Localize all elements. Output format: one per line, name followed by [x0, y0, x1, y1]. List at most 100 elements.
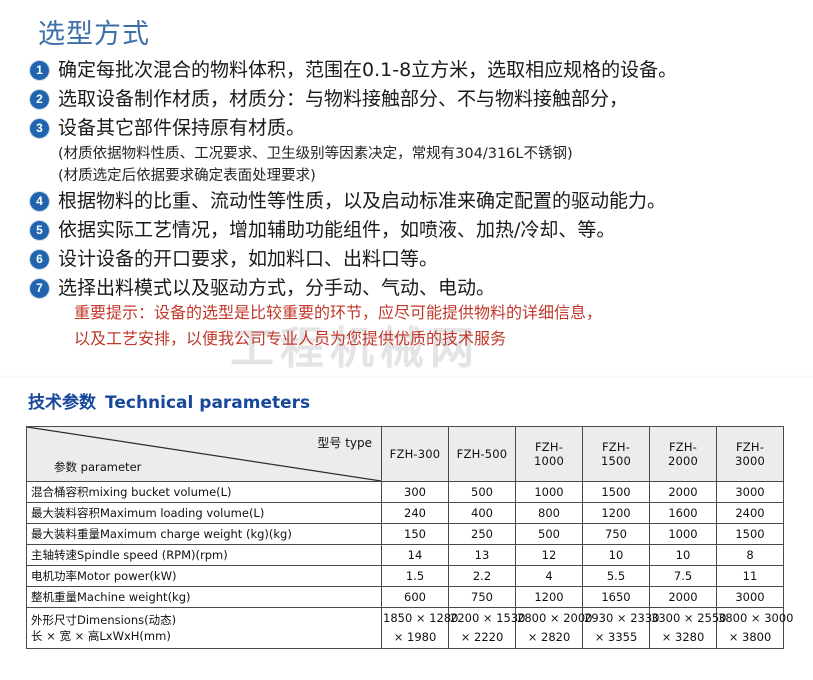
dimension-value-line1: 2930 × 2330 [584, 611, 660, 625]
row-value: 8 [716, 544, 784, 566]
row-value-dimensions: 2200 × 1530 × 2220 [448, 607, 526, 649]
step-number-badge: 1 [30, 61, 49, 80]
table-row: 主轴转速Spindle speed (RPM)(rpm) 14 13 12 10… [26, 544, 784, 566]
dimension-value-line2: × 1980 [393, 630, 437, 644]
row-label: 混合桶容积mixing bucket volume(L) [26, 481, 382, 503]
step-number-badge: 3 [30, 119, 49, 138]
row-label: 主轴转速Spindle speed (RPM)(rpm) [26, 544, 382, 566]
row-value: 1500 [582, 481, 650, 503]
step-text: 根据物料的比重、流动性等性质，以及启动标准来确定配置的驱动能力。 [58, 190, 667, 212]
row-value: 10 [649, 544, 717, 566]
row-value-dimensions: 3300 × 2550 × 3280 [649, 607, 727, 649]
row-label: 整机重量Machine weight(kg) [26, 586, 382, 608]
table-row: 整机重量Machine weight(kg) 600 750 1200 1650… [26, 586, 784, 608]
row-value: 500 [448, 481, 516, 503]
row-value: 14 [381, 544, 449, 566]
model-header-cell: FZH-300 [381, 426, 449, 482]
model-header-cell: FZH-1500 [582, 426, 650, 482]
dimension-value-line1: 2800 × 2000 [517, 611, 593, 625]
row-value: 1600 [649, 502, 717, 524]
steps-list: 1 确定每批次混合的物料体积，范围在0.1-8立方米，选取相应规格的设备。 2 … [30, 56, 800, 303]
row-value: 12 [515, 544, 583, 566]
dimension-label-line1: 外形尺寸Dimensions(动态) [31, 613, 177, 627]
model-header-cell: FZH-500 [448, 426, 516, 482]
parameters-table: 型号 type 参数 parameter FZH-300 FZH-500 FZH… [26, 426, 793, 649]
row-value: 150 [381, 523, 449, 545]
row-value: 1500 [716, 523, 784, 545]
corner-type-label: 型号 type [317, 436, 372, 450]
row-value: 2000 [649, 481, 717, 503]
row-value-dimensions: 1850 × 1280 × 1980 [381, 607, 458, 649]
row-value: 13 [448, 544, 516, 566]
list-item: 4 根据物料的比重、流动性等性质，以及启动标准来确定配置的驱动能力。 [30, 187, 800, 216]
important-notice-line1: 重要提示：设备的选型是比较重要的环节，应尽可能提供物料的详细信息， [74, 303, 603, 322]
list-item: 7 选择出料模式以及驱动方式，分手动、气动、电动。 [30, 274, 800, 303]
row-value: 1000 [649, 523, 717, 545]
row-value: 11 [716, 565, 784, 587]
list-item: 5 依据实际工艺情况，增加辅助功能组件，如喷液、加热/冷却、等。 [30, 216, 800, 245]
note-text: (材质选定后依据要求确定表面处理要求) [58, 168, 316, 184]
row-value: 10 [582, 544, 650, 566]
row-value-dimensions: 2930 × 2330 × 3355 [582, 607, 660, 649]
row-value: 1.5 [381, 565, 449, 587]
model-header-cell: FZH-1000 [515, 426, 583, 482]
step-number-badge: 7 [30, 279, 49, 298]
dimension-value-line2: × 3280 [661, 630, 705, 644]
dimension-label-line2: 长 × 宽 × 高LxWxH(mm) [31, 629, 171, 643]
diagonal-divider-icon [27, 427, 381, 481]
row-value: 2.2 [448, 565, 516, 587]
table-row: 电机功率Motor power(kW) 1.5 2.2 4 5.5 7.5 11 [26, 565, 784, 587]
row-value: 750 [448, 586, 516, 608]
row-value: 3000 [716, 586, 784, 608]
step-number-badge: 2 [30, 90, 49, 109]
dimension-value-line2: × 3800 [728, 630, 772, 644]
section-divider [0, 374, 813, 378]
note-line: (材质依据物料性质、工况要求、卫生级别等因素决定，常规有304/316L不锈钢) [30, 143, 800, 165]
row-value: 1650 [582, 586, 650, 608]
row-value: 3000 [716, 481, 784, 503]
step-text: 选取设备制作材质，材质分：与物料接触部分、不与物料接触部分， [58, 88, 629, 110]
corner-header-cell: 型号 type 参数 parameter [26, 426, 382, 482]
row-value: 600 [381, 586, 449, 608]
row-value: 240 [381, 502, 449, 524]
technical-parameters-section: 技术参数 Technical parameters 型号 type 参数 para… [0, 378, 813, 680]
important-notice-line2: 以及工艺安排，以便我公司专业人员为您提供优质的技术服务 [74, 329, 507, 348]
list-item: 6 设计设备的开口要求，如加料口、出料口等。 [30, 245, 800, 274]
step-number-badge: 5 [30, 221, 49, 240]
row-value: 400 [448, 502, 516, 524]
row-value: 1200 [582, 502, 650, 524]
row-value: 4 [515, 565, 583, 587]
dimension-value-line1: 2200 × 1530 [450, 611, 526, 625]
row-value: 800 [515, 502, 583, 524]
step-number-badge: 6 [30, 250, 49, 269]
row-label-dimensions: 外形尺寸Dimensions(动态) 长 × 宽 × 高LxWxH(mm) [26, 607, 382, 649]
important-notice: 重要提示：设备的选型是比较重要的环节，应尽可能提供物料的详细信息， 以及工艺安排… [74, 300, 602, 352]
row-value: 300 [381, 481, 449, 503]
dimension-value-line2: × 2220 [460, 630, 504, 644]
dimension-value-line2: × 3355 [594, 630, 638, 644]
table-row: 混合桶容积mixing bucket volume(L) 300 500 100… [26, 481, 784, 503]
row-value: 2400 [716, 502, 784, 524]
row-value-dimensions: 3800 × 3000 × 3800 [716, 607, 793, 649]
row-value: 1000 [515, 481, 583, 503]
row-value: 250 [448, 523, 516, 545]
row-value-dimensions: 2800 × 2000 × 2820 [515, 607, 593, 649]
row-label: 最大装料重量Maximum charge weight (kg)(kg) [26, 523, 382, 545]
step-number-badge: 4 [30, 192, 49, 211]
note-line: (材质选定后依据要求确定表面处理要求) [30, 165, 800, 187]
dimension-value-line1: 3300 × 2550 [651, 611, 727, 625]
step-text: 依据实际工艺情况，增加辅助功能组件，如喷液、加热/冷却、等。 [58, 219, 616, 241]
list-item: 3 设备其它部件保持原有材质。 [30, 114, 800, 143]
row-value: 7.5 [649, 565, 717, 587]
table-row: 最大装料容积Maximum loading volume(L) 240 400 … [26, 502, 784, 524]
selection-method-section: 选型方式 1 确定每批次混合的物料体积，范围在0.1-8立方米，选取相应规格的设… [30, 19, 800, 374]
step-text: 选择出料模式以及驱动方式，分手动、气动、电动。 [58, 277, 496, 299]
row-value: 1200 [515, 586, 583, 608]
dimension-value-line2: × 2820 [527, 630, 571, 644]
row-label: 最大装料容积Maximum loading volume(L) [26, 502, 382, 524]
row-value: 750 [582, 523, 650, 545]
step-text: 设计设备的开口要求，如加料口、出料口等。 [58, 248, 439, 270]
row-label: 电机功率Motor power(kW) [26, 565, 382, 587]
note-text: (材质依据物料性质、工况要求、卫生级别等因素决定，常规有304/316L不锈钢) [58, 146, 573, 162]
section-heading: 技术参数 Technical parameters [28, 388, 310, 413]
